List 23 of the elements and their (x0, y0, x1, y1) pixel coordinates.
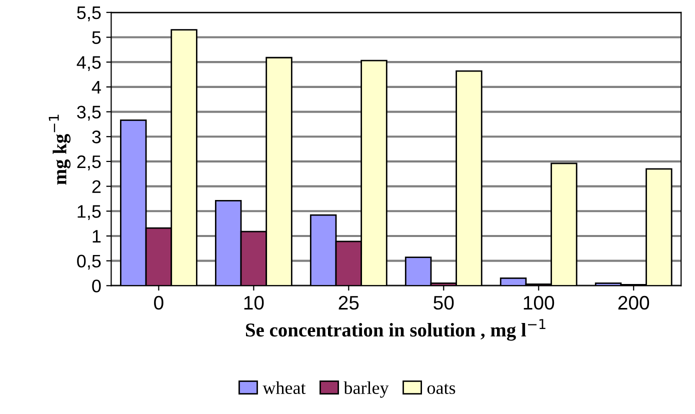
y-tick-label: 4,5 (76, 56, 101, 71)
x-tick-label: 0 (154, 296, 164, 310)
y-tick-label: 0 (92, 280, 101, 292)
y-tick-label: 1 (92, 230, 101, 243)
legend-label: wheat (262, 381, 306, 394)
y-tick-label: 2 (92, 180, 101, 193)
x-tick-label: 200 (618, 296, 650, 310)
x-tick-label: 100 (524, 296, 554, 310)
y-tick-label: 3,5 (77, 106, 101, 121)
y-tick-label: 5,5 (77, 6, 101, 22)
x-tick-label: 25 (338, 296, 359, 310)
y-tick-label: 5 (92, 31, 101, 44)
y-tick-label: 3 (92, 130, 101, 144)
y-tick-label: 0,5 (77, 254, 101, 270)
x-axis-title: Se concentration in solution , mg l$^{−1}$ (246, 319, 546, 341)
y-axis-title: mg kg$^{−1}$ (48, 114, 71, 185)
legend-label: barley (344, 381, 389, 398)
legend-label: oats (427, 384, 456, 394)
x-tick-label: 50 (434, 296, 454, 310)
y-tick-label: 4 (92, 81, 101, 94)
y-tick-label: 1,5 (78, 205, 101, 220)
y-tick-label: 2,5 (77, 155, 101, 170)
x-tick-label: 10 (244, 296, 264, 310)
